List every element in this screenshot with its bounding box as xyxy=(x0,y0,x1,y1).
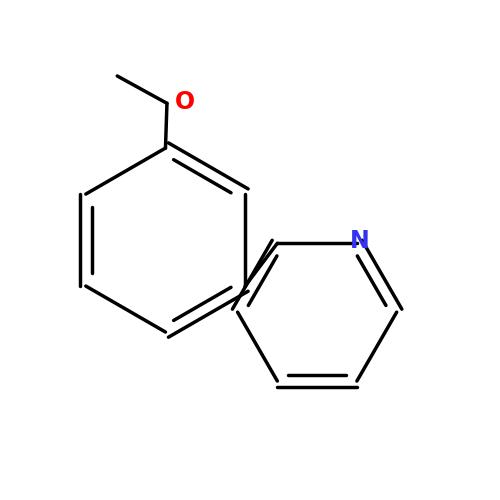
Text: N: N xyxy=(350,229,370,253)
Text: O: O xyxy=(174,90,195,114)
